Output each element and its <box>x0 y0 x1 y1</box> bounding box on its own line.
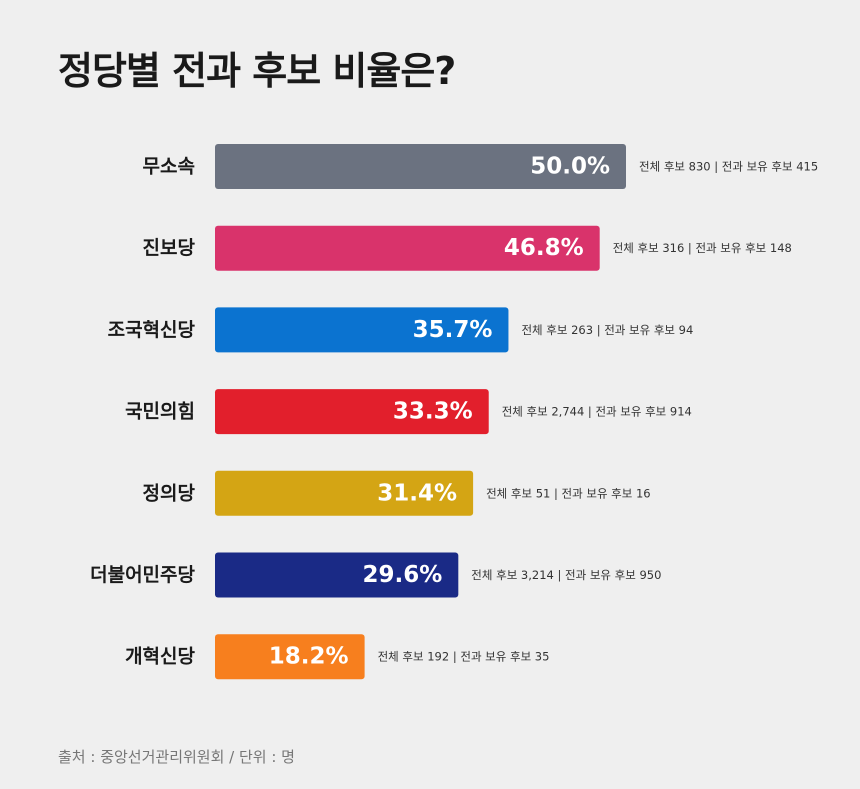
category-label: 국민의힘 <box>125 401 195 423</box>
bar-annotation: 전체 후보 263 | 전과 보유 후보 94 <box>521 323 693 337</box>
bar <box>215 470 474 516</box>
bar <box>215 144 626 189</box>
category-label: 진보당 <box>143 237 196 259</box>
value-label: 35.7% <box>413 317 493 343</box>
bar-annotation: 전체 후보 830 | 전과 보유 후보 415 <box>639 160 818 174</box>
chart-title: 정당별 전과 후보 비율은? <box>58 49 456 93</box>
bar-annotation: 전체 후보 51 | 전과 보유 후보 16 <box>486 486 651 500</box>
bar-annotation: 전체 후보 2,744 | 전과 보유 후보 914 <box>502 405 692 419</box>
category-label: 조국혁신당 <box>108 319 196 341</box>
category-label: 더불어민주당 <box>90 564 195 586</box>
bar <box>215 552 459 598</box>
value-label: 18.2% <box>269 644 349 670</box>
value-label: 31.4% <box>377 480 457 506</box>
bar-annotation: 전체 후보 3,214 | 전과 보유 후보 950 <box>471 568 661 582</box>
value-label: 46.8% <box>504 235 584 261</box>
category-label: 정의당 <box>143 482 196 504</box>
bar <box>215 634 365 680</box>
bar <box>215 307 509 353</box>
source-note: 출처 : 중앙선거관리위원회 / 단위 : 명 <box>58 748 295 766</box>
bar-annotation: 전체 후보 316 | 전과 보유 후보 148 <box>613 241 792 255</box>
bar <box>215 225 600 271</box>
bar <box>215 389 489 435</box>
value-label: 50.0% <box>530 154 610 180</box>
category-label: 개혁신당 <box>125 646 195 668</box>
value-label: 29.6% <box>363 562 443 588</box>
value-label: 33.3% <box>393 399 473 425</box>
bar-annotation: 전체 후보 192 | 전과 보유 후보 35 <box>378 650 550 664</box>
category-label: 무소속 <box>143 156 195 178</box>
